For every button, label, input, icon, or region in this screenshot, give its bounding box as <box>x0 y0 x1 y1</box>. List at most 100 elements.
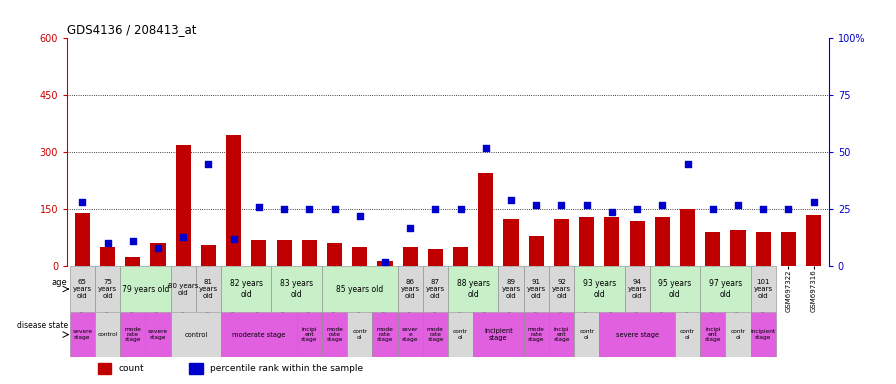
Bar <box>145 312 170 358</box>
Bar <box>700 266 751 312</box>
Text: 92
years
old: 92 years old <box>552 279 571 299</box>
Bar <box>95 266 120 312</box>
Bar <box>398 266 423 312</box>
Text: 82 years
old: 82 years old <box>229 279 263 299</box>
Bar <box>423 266 448 312</box>
Bar <box>277 240 291 266</box>
Bar <box>98 363 111 374</box>
Bar <box>650 266 700 312</box>
Point <box>453 206 468 212</box>
Point <box>327 206 341 212</box>
Bar <box>705 232 720 266</box>
Text: mode
rate
stage: mode rate stage <box>427 327 444 343</box>
Point <box>605 209 619 215</box>
Bar <box>120 266 170 312</box>
Bar <box>427 249 443 266</box>
Bar <box>251 240 266 266</box>
Text: severe stage: severe stage <box>616 332 659 338</box>
Text: incipient
stage: incipient stage <box>484 328 513 341</box>
Bar <box>373 312 398 358</box>
Text: control: control <box>185 332 208 338</box>
Point <box>655 202 669 208</box>
Bar <box>347 312 373 358</box>
Bar <box>504 219 519 266</box>
Point <box>125 238 140 244</box>
Text: 95 years
old: 95 years old <box>659 279 692 299</box>
Bar <box>352 247 367 266</box>
Text: severe
stage: severe stage <box>73 329 92 340</box>
Bar <box>574 312 599 358</box>
Bar <box>151 243 166 266</box>
Point <box>806 199 821 205</box>
Bar <box>549 312 574 358</box>
Text: 97 years
old: 97 years old <box>709 279 742 299</box>
Text: contr
ol: contr ol <box>453 329 469 340</box>
Bar <box>700 312 726 358</box>
Bar <box>675 312 700 358</box>
Bar <box>176 145 191 266</box>
Bar <box>74 213 90 266</box>
Bar <box>322 312 347 358</box>
Bar <box>625 266 650 312</box>
Text: 94
years
old: 94 years old <box>627 279 647 299</box>
Text: 83 years
old: 83 years old <box>280 279 314 299</box>
Text: mode
rate
stage: mode rate stage <box>528 327 545 343</box>
Text: incipi
ent
stage: incipi ent stage <box>553 327 570 343</box>
Bar <box>605 217 619 266</box>
Point <box>580 202 594 208</box>
Bar <box>523 312 549 358</box>
Bar <box>70 266 95 312</box>
Text: 85 years old: 85 years old <box>336 285 383 293</box>
Point <box>630 206 644 212</box>
Bar <box>322 266 398 312</box>
Text: 93 years
old: 93 years old <box>582 279 616 299</box>
Bar <box>70 312 95 358</box>
Point <box>75 199 90 205</box>
Bar <box>189 363 202 374</box>
Text: incipi
ent
stage: incipi ent stage <box>704 327 721 343</box>
Bar <box>630 221 645 266</box>
Text: moderate stage: moderate stage <box>232 332 286 338</box>
Text: mode
rate
stage: mode rate stage <box>125 327 142 343</box>
Text: count: count <box>119 364 144 373</box>
Text: contr
ol: contr ol <box>352 329 367 340</box>
Point <box>706 206 720 212</box>
Bar <box>423 312 448 358</box>
Bar <box>170 266 196 312</box>
Text: 65
years
old: 65 years old <box>73 279 92 299</box>
Point <box>428 206 443 212</box>
Bar <box>655 217 670 266</box>
Bar <box>549 266 574 312</box>
Point <box>756 206 771 212</box>
Bar <box>201 245 216 266</box>
Bar <box>100 247 115 266</box>
Bar <box>297 312 322 358</box>
Bar <box>398 312 423 358</box>
Bar <box>529 236 544 266</box>
Text: age: age <box>52 278 68 287</box>
Bar <box>755 232 771 266</box>
Bar <box>730 230 745 266</box>
Bar <box>402 247 418 266</box>
Bar <box>781 232 796 266</box>
Bar <box>680 209 695 266</box>
Point <box>731 202 745 208</box>
Bar <box>726 312 751 358</box>
Text: sever
e
stage: sever e stage <box>402 327 418 343</box>
Bar <box>448 312 473 358</box>
Point <box>352 213 366 219</box>
Text: mode
rate
stage: mode rate stage <box>326 327 343 343</box>
Point <box>478 145 493 151</box>
Point <box>100 240 115 247</box>
Point <box>530 202 544 208</box>
Bar <box>170 312 221 358</box>
Bar <box>221 266 271 312</box>
Text: GDS4136 / 208413_at: GDS4136 / 208413_at <box>67 23 197 36</box>
Point <box>378 258 392 265</box>
Bar <box>302 240 317 266</box>
Bar <box>271 266 322 312</box>
Point <box>277 206 291 212</box>
Bar <box>574 266 625 312</box>
Text: 79 years old: 79 years old <box>122 285 169 293</box>
Text: incipient
stage: incipient stage <box>751 329 776 340</box>
